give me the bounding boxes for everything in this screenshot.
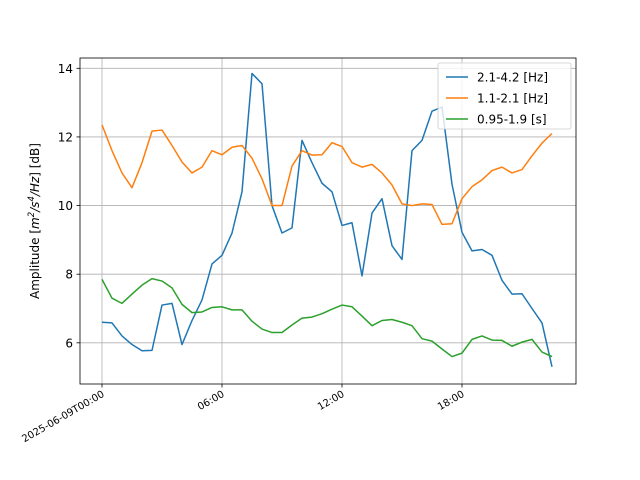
- y-tick-label-2: 10: [58, 199, 73, 213]
- y-axis-label: Amplitude [m2/s4/Hz] [dB]: [27, 143, 42, 299]
- y-tick-label-3: 12: [58, 130, 73, 144]
- y-tick-label-1: 8: [65, 268, 73, 282]
- axes-frame: [79, 57, 577, 385]
- series-line-2: [101, 277, 553, 358]
- y-tick-label-4: 14: [58, 62, 73, 76]
- series-line-0: [101, 72, 553, 368]
- legend: 2.1-4.2 [Hz] 1.1-2.1 [Hz] 0.95-1.9 [s]: [437, 62, 572, 130]
- series-line-1: [101, 124, 553, 226]
- legend-box: [437, 62, 572, 130]
- series-lines: [101, 72, 553, 368]
- legend-label-2: 0.95-1.9 [s]: [477, 113, 547, 127]
- y-axis-ticks: 6 8 10 12 14: [58, 62, 80, 350]
- legend-label-0: 2.1-4.2 [Hz]: [477, 71, 548, 85]
- y-tick-label-0: 6: [65, 336, 73, 350]
- legend-label-1: 1.1-2.1 [Hz]: [477, 92, 548, 106]
